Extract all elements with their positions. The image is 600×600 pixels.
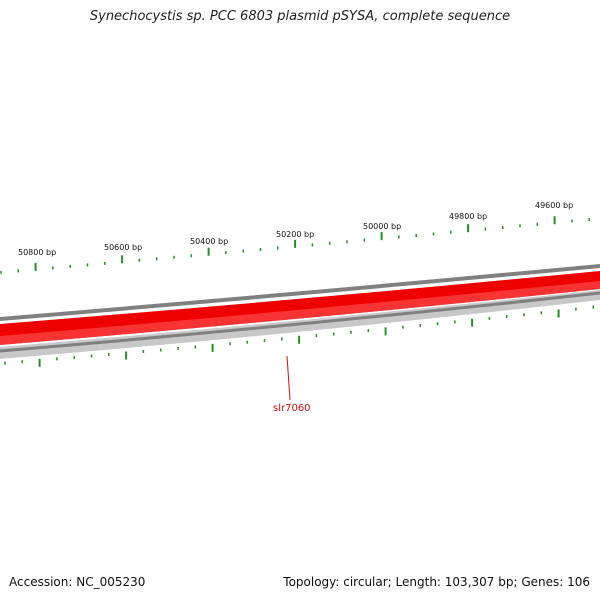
tick-label: 49600 bp xyxy=(535,201,573,210)
inner-backbone-line xyxy=(0,291,600,353)
tick-label: 50000 bp xyxy=(363,222,401,231)
gene-label-slr7060[interactable]: slr7060 xyxy=(273,403,311,414)
forward-strand-highlight xyxy=(0,281,600,345)
tick-label: 50400 bp xyxy=(190,237,228,246)
outer-backbone-line xyxy=(0,264,600,321)
tick-label: 49800 bp xyxy=(449,212,487,221)
page-title: Synechocystis sp. PCC 6803 plasmid pSYSA… xyxy=(89,9,511,24)
tick-label: 50200 bp xyxy=(276,230,314,239)
tick-label: 50600 bp xyxy=(104,243,142,252)
accession-text: Accession: NC_005230 xyxy=(9,575,146,589)
tick-label: 50800 bp xyxy=(18,248,56,257)
inner-tick-marks xyxy=(4,305,594,367)
gene-leader-line xyxy=(286,355,291,401)
outer-tick-marks xyxy=(0,216,590,274)
topology-summary-text: Topology: circular; Length: 103,307 bp; … xyxy=(283,575,590,589)
